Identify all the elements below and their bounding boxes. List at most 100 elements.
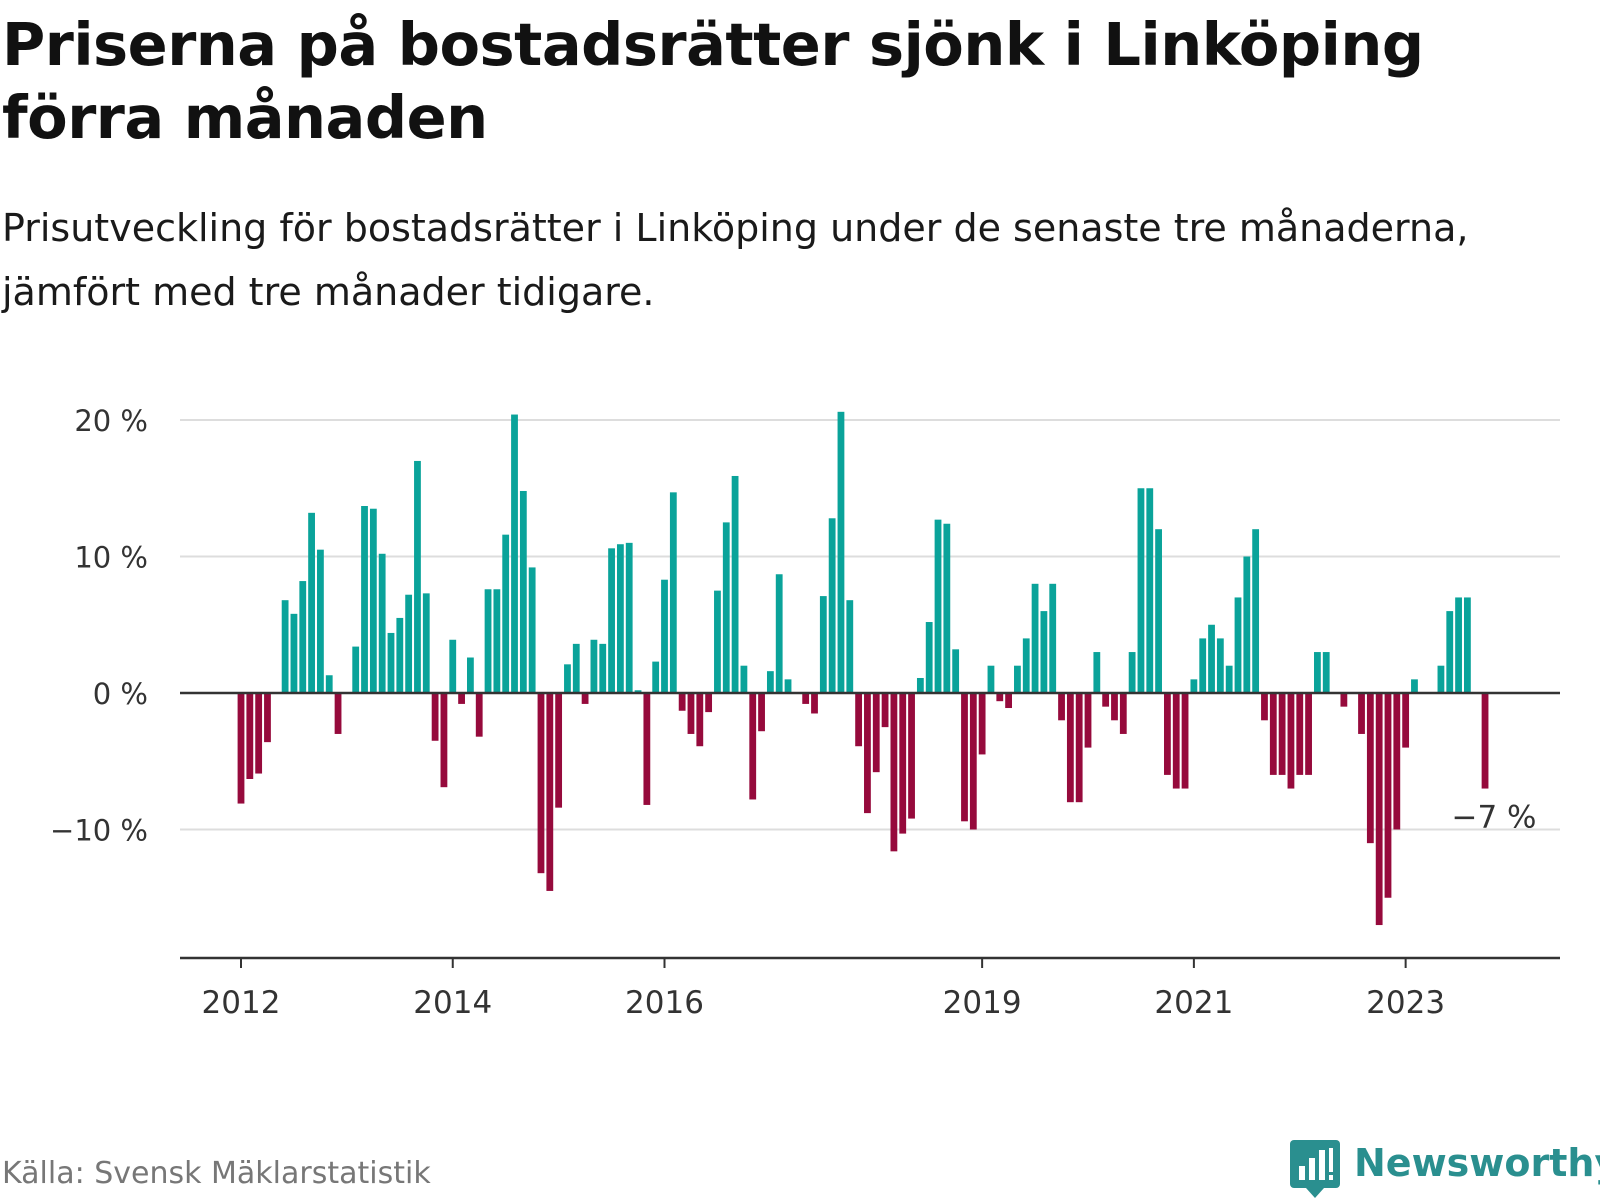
bar — [334, 693, 342, 734]
bar — [537, 693, 545, 874]
chart-title: Priserna på bostadsrätter sjönk i Linköp… — [2, 10, 1424, 152]
bar — [890, 693, 898, 852]
bar — [1084, 693, 1092, 748]
bar — [943, 523, 951, 693]
bar — [802, 693, 810, 704]
bar — [1287, 693, 1295, 789]
bar — [599, 643, 607, 693]
bar — [1005, 693, 1012, 709]
bar — [281, 600, 289, 693]
bar — [978, 693, 986, 755]
bar — [1384, 693, 1392, 898]
bar — [1261, 693, 1268, 721]
bar — [722, 522, 730, 694]
source-note: Källa: Svensk Mäklarstatistik — [2, 1156, 431, 1191]
bar — [1269, 693, 1277, 775]
bar — [784, 679, 792, 693]
chart-subtitle: Prisutveckling för bostadsrätter i Linkö… — [2, 206, 1469, 314]
bar — [811, 693, 818, 714]
bar — [678, 693, 686, 711]
newsworthy-logo-icon — [1290, 1140, 1340, 1198]
latest-value-annotation: −7 % — [1451, 800, 1536, 836]
bar — [1164, 693, 1171, 775]
bar — [396, 617, 404, 694]
bar — [616, 544, 624, 693]
bar — [625, 542, 633, 693]
bar — [969, 693, 977, 830]
bar — [1075, 693, 1083, 803]
bar — [299, 581, 307, 693]
bar — [1411, 679, 1418, 693]
bar — [1102, 693, 1110, 707]
bar — [475, 693, 483, 737]
bar — [255, 693, 263, 774]
bar — [925, 622, 933, 693]
bar — [1366, 693, 1374, 844]
x-tick-label: 2016 — [625, 985, 704, 1021]
bar — [608, 548, 615, 693]
bar — [837, 411, 845, 693]
bar — [264, 693, 271, 743]
bar — [934, 519, 942, 693]
x-tick-label: 2021 — [1154, 985, 1233, 1021]
bar — [1137, 488, 1145, 693]
bar — [458, 693, 465, 704]
bar — [1243, 556, 1251, 693]
bar — [590, 639, 598, 693]
bar — [317, 549, 324, 693]
y-tick-label: 20 % — [74, 404, 148, 438]
bar — [828, 518, 836, 693]
bar — [511, 414, 518, 693]
bar — [290, 613, 298, 693]
bar — [696, 693, 704, 747]
bar — [758, 693, 765, 732]
bar — [1172, 693, 1180, 789]
bar — [1040, 611, 1048, 693]
bar — [1031, 583, 1039, 693]
bar — [916, 677, 924, 694]
bar — [1278, 693, 1286, 775]
bar — [819, 596, 827, 693]
bar — [440, 693, 448, 788]
brand-logo: Newsworthy — [1290, 1140, 1600, 1198]
bar — [1402, 693, 1410, 748]
bar — [414, 460, 421, 693]
bar — [634, 690, 642, 693]
bar — [1128, 652, 1136, 693]
bar — [237, 693, 245, 804]
bar — [1446, 611, 1454, 693]
bar — [564, 664, 571, 693]
x-tick-label: 2023 — [1366, 985, 1445, 1021]
bar — [1314, 652, 1321, 693]
bar — [1234, 597, 1242, 693]
bar — [1199, 638, 1207, 693]
bar — [1358, 693, 1365, 734]
bar — [749, 693, 757, 800]
bar — [872, 693, 880, 773]
bar — [864, 693, 871, 814]
bar — [528, 567, 536, 693]
x-tick-label: 2019 — [943, 985, 1022, 1021]
bar — [1393, 693, 1401, 830]
y-tick-label: −10 % — [50, 814, 148, 848]
bar — [1305, 693, 1312, 775]
bar — [325, 675, 333, 693]
brand-name: Newsworthy — [1354, 1141, 1600, 1185]
bar — [1119, 693, 1127, 734]
bar — [1216, 638, 1224, 693]
bar — [1014, 665, 1021, 693]
bar — [714, 590, 721, 694]
bar — [387, 632, 395, 693]
bar — [855, 693, 863, 747]
bar — [1058, 693, 1065, 721]
bar — [572, 643, 580, 693]
bar — [1340, 693, 1348, 707]
bar — [1252, 529, 1260, 693]
bar — [1322, 652, 1330, 693]
bar — [405, 594, 413, 693]
bar — [899, 693, 907, 834]
bar — [952, 649, 960, 693]
bar — [555, 693, 563, 808]
bar — [493, 589, 501, 693]
bar — [881, 693, 889, 728]
